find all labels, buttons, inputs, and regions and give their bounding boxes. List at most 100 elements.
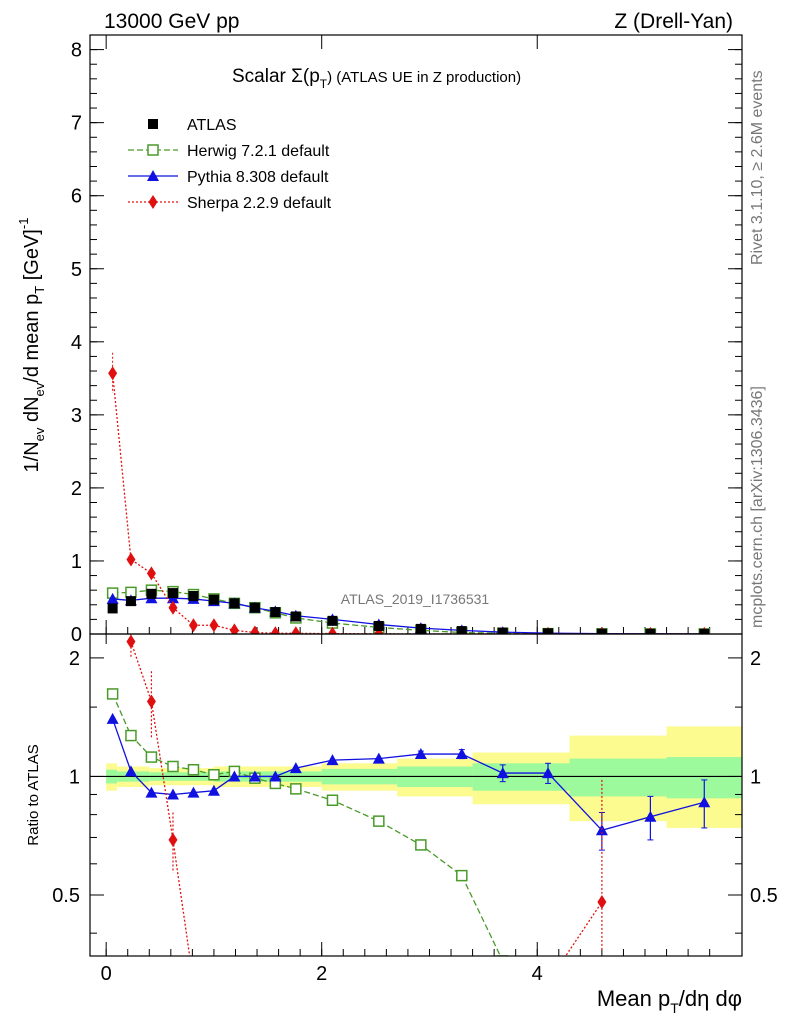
band-inner: [569, 758, 667, 797]
legend: ATLAS Herwig 7.2.1 default Pythia 8.308 de…: [128, 117, 332, 212]
sherpa-main-point: [229, 623, 239, 634]
y-tick-label-main: 1: [71, 551, 82, 573]
y-tick-label-ratio: 1: [69, 766, 80, 788]
legend-label-pythia: Pythia 8.308 default: [187, 169, 329, 186]
herwig-ratio-point: [125, 729, 137, 742]
sherpa-main-point: [291, 626, 301, 634]
x-tick-label: 0: [101, 963, 112, 985]
y-tick-label-main: 0: [71, 624, 82, 646]
pythia-ratio-point: [326, 754, 339, 766]
herwig-ratio-point: [187, 763, 200, 776]
atlas-main-point: [327, 615, 338, 626]
legend-marker-sherpa: [148, 195, 158, 209]
series-layer: [106, 352, 711, 989]
herwig-ratio-point: [145, 751, 158, 763]
sherpa-main-point: [108, 366, 118, 381]
atlas-main-point: [543, 628, 554, 634]
atlas-main-point: [125, 596, 136, 607]
y-tick-label-ratio: 2: [69, 648, 80, 670]
mcplots-label: mcplots.cern.ch [arXiv:1306.3436]: [749, 386, 766, 628]
pythia-ratio-point: [187, 786, 200, 798]
sherpa-ratio-point: [168, 832, 178, 847]
herwig-ratio-point: [208, 768, 220, 781]
sherpa-ratio-point: [189, 975, 198, 989]
pythia-ratio-point: [455, 748, 468, 760]
y-tick-label-main: 2: [71, 478, 82, 500]
pythia-ratio-point: [124, 765, 137, 777]
legend-label-atlas: ATLAS: [187, 117, 237, 134]
pythia-ratio-point: [166, 788, 179, 800]
y-tick-label-ratio-right: 0.5: [750, 885, 778, 907]
atlas-main-point: [208, 594, 219, 605]
sherpa-ratio-point: [126, 634, 136, 649]
analysis-watermark: ATLAS_2019_I1736531: [341, 591, 490, 607]
x-axis-label: Mean pT/dη dφ: [597, 986, 742, 1016]
herwig-ratio-point: [106, 688, 119, 700]
header-right: Z (Drell-Yan): [614, 10, 733, 33]
sherpa-ratio-point: [146, 694, 156, 709]
y-tick-label-ratio: 0.5: [52, 885, 80, 907]
atlas-main-point: [229, 598, 240, 609]
atlas-main-point: [167, 588, 178, 599]
herwig-ratio-point: [290, 783, 302, 795]
herwig-ratio-point: [415, 839, 427, 851]
pythia-ratio-point: [372, 752, 385, 764]
legend-marker-herwig: [147, 144, 159, 156]
herwig-ratio-point: [373, 815, 385, 827]
legend-marker-pythia: [147, 170, 159, 181]
ratio-frame: [89, 633, 743, 957]
legend-marker-atlas: [148, 119, 158, 129]
y-tick-label-main: 5: [71, 259, 82, 281]
atlas-main-point: [188, 591, 199, 602]
sherpa-main-point: [327, 626, 337, 634]
y-tick-label-main: 7: [71, 113, 82, 135]
pythia-ratio-point: [542, 767, 555, 779]
pythia-ratio-point: [248, 770, 261, 782]
legend-label-sherpa: Sherpa 2.2.9 default: [187, 195, 332, 212]
atlas-main-point: [699, 628, 710, 634]
y-tick-label-ratio-right: 1: [750, 766, 761, 788]
sherpa-main-point: [270, 626, 280, 634]
atlas-main-point: [290, 611, 301, 622]
pythia-ratio-point: [106, 712, 119, 724]
sherpa-ratio-line: [564, 901, 603, 956]
rivet-label: Rivet 3.1.10, ≥ 2.6M events: [749, 70, 766, 265]
pythia-ratio-point: [289, 762, 302, 774]
herwig-ratio-point: [326, 794, 339, 807]
sherpa-ratio-line: [130, 641, 191, 956]
y-tick-label-main: 3: [71, 405, 82, 427]
pythia-ratio-point: [269, 770, 282, 782]
herwig-ratio-line: [112, 693, 502, 956]
header-left: 13000 GeV pp: [104, 10, 239, 33]
atlas-main-point: [415, 623, 426, 634]
y-axis-label-main: 1/Nev dNev/d mean pT [GeV]-1: [16, 218, 47, 473]
atlas-main-point: [645, 628, 656, 634]
atlas-main-point: [373, 620, 384, 631]
plot-title: Scalar Σ(pT) (ATLAS UE in Z production): [232, 66, 521, 91]
ratio-panel-series: [106, 634, 711, 989]
atlas-main-point: [146, 588, 157, 599]
atlas-main-point: [249, 602, 260, 613]
sherpa-main-point: [168, 600, 178, 615]
atlas-main-point: [270, 607, 281, 618]
herwig-ratio-point: [167, 760, 179, 773]
atlas-main-point: [456, 626, 467, 634]
pythia-ratio-point: [414, 748, 427, 760]
y-tick-label-main: 6: [71, 186, 82, 208]
pythia-ratio-point: [496, 767, 509, 779]
atlas-main-point: [107, 603, 118, 614]
sherpa-ratio-point: [544, 975, 553, 989]
pythia-ratio-point: [228, 770, 241, 782]
legend-label-herwig: Herwig 7.2.1 default: [187, 143, 330, 160]
y-tick-label-main: 4: [71, 332, 82, 354]
sherpa-main-point: [146, 566, 156, 581]
x-tick-label: 2: [316, 963, 327, 985]
x-tick-label: 4: [532, 963, 543, 985]
herwig-ratio-point: [456, 869, 468, 882]
herwig-ratio-point: [497, 955, 509, 956]
sherpa-main-point: [126, 552, 136, 567]
y-tick-label-main: 8: [71, 40, 82, 62]
pythia-ratio-point: [145, 786, 158, 798]
y-tick-label-ratio-right: 2: [750, 648, 761, 670]
